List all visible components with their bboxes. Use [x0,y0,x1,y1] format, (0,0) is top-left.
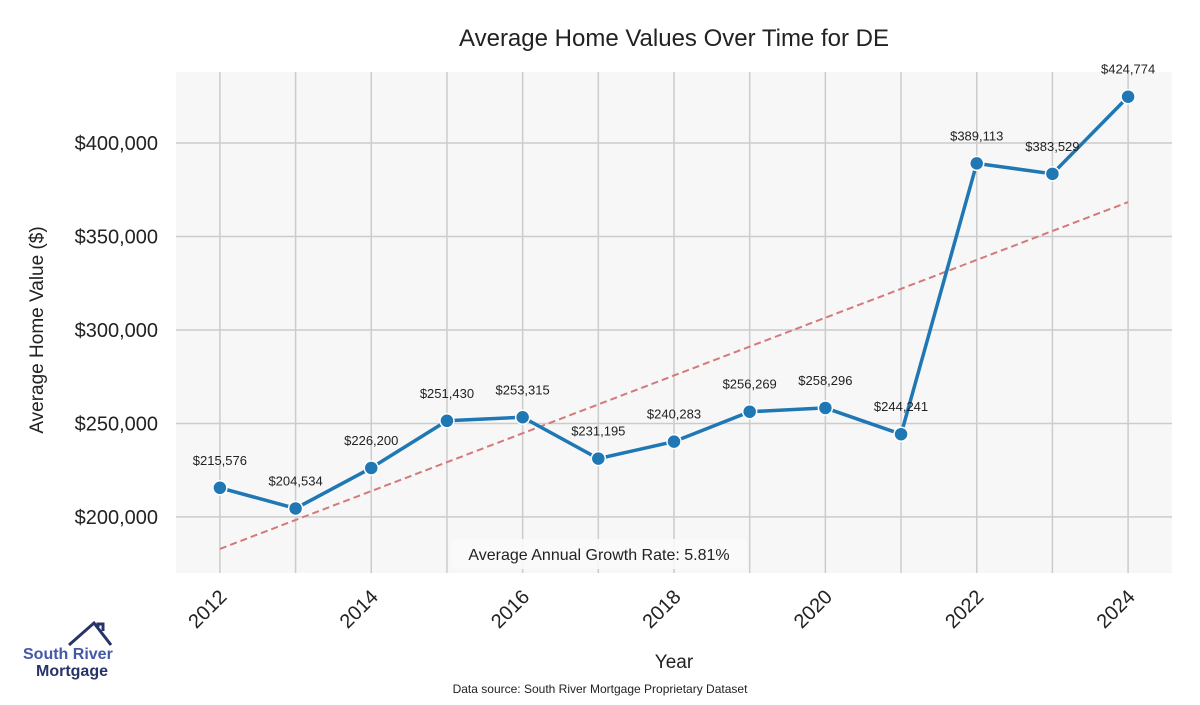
x-tick-label: 2018 [639,586,686,633]
data-source: Data source: South River Mortgage Propri… [453,682,748,696]
chart-title: Average Home Values Over Time for DE [459,25,889,52]
data-point [212,480,228,496]
data-point [439,413,455,429]
data-label: $424,774 [1101,62,1155,77]
trend-line [219,201,1129,550]
data-point [514,409,531,426]
data-label: $215,576 [193,453,247,468]
data-label: $204,534 [268,473,322,488]
data-point [741,403,758,420]
data-point [893,426,909,442]
data-point [666,433,682,450]
x-tick-label: 2022 [941,586,988,633]
data-point [363,460,380,476]
x-tick-label: 2012 [184,586,231,633]
x-tick-label: 2020 [790,586,837,633]
data-label: $240,283 [647,407,701,422]
x-tick-label: 2024 [1093,586,1140,633]
logo-line1: South River [23,646,113,663]
y-tick-label: $400,000 [75,133,158,155]
growth-rate-annotation: Average Annual Growth Rate: 5.81% [451,539,747,569]
data-label: $244,241 [874,399,928,414]
data-label: $226,200 [344,433,398,448]
data-label: $251,430 [420,386,474,401]
data-label: $383,529 [1025,139,1079,154]
y-axis-label: Average Home Value ($) [27,226,48,433]
data-label: $256,269 [723,377,777,392]
x-tick-label: 2016 [487,586,534,633]
y-tick-label: $300,000 [75,320,158,342]
data-point [287,500,304,517]
y-tick-label: $200,000 [75,507,158,529]
company-logo: South River Mortgage [23,620,113,680]
data-label: $258,296 [798,373,852,388]
x-tick-label: 2014 [336,586,383,633]
data-point [590,450,607,467]
house-roof-icon [68,620,113,647]
data-point [817,400,834,416]
data-point [968,155,985,172]
growth-rate-text: Average Annual Growth Rate: 5.81% [468,547,729,564]
data-label: $231,195 [571,424,625,439]
data-label: $389,113 [950,128,1003,143]
y-tick-label: $350,000 [75,227,158,249]
data-point [1044,166,1061,182]
y-tick-label: $250,000 [75,413,158,435]
data-point [1120,88,1136,105]
data-label: $253,315 [496,382,550,397]
x-axis-label: Year [655,652,694,673]
logo-line2: Mortgage [36,663,108,680]
